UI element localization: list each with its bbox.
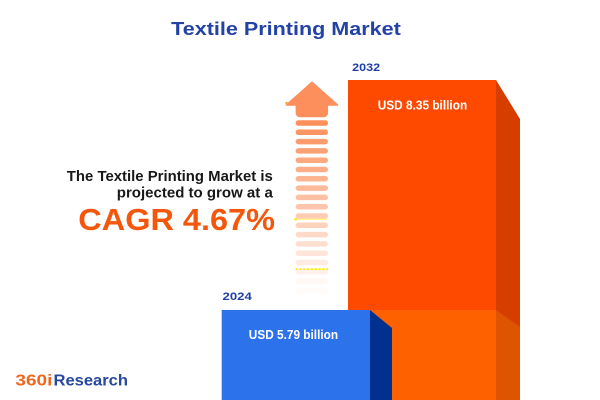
svg-text:The Textile Printing Market is: The Textile Printing Market is xyxy=(67,169,273,185)
svg-text:360i: 360i xyxy=(15,373,52,390)
svg-text:2032: 2032 xyxy=(352,62,380,74)
svg-text:Research: Research xyxy=(54,373,129,390)
svg-text:Textile Printing Market: Textile Printing Market xyxy=(171,19,401,39)
svg-text:2024: 2024 xyxy=(223,291,253,303)
svg-text:CAGR 4.67%: CAGR 4.67% xyxy=(78,202,275,237)
svg-text:USD 5.79 billion: USD 5.79 billion xyxy=(249,328,338,342)
svg-text:projected to grow at a: projected to grow at a xyxy=(117,186,274,202)
svg-text:USD 8.35 billion: USD 8.35 billion xyxy=(378,98,468,112)
